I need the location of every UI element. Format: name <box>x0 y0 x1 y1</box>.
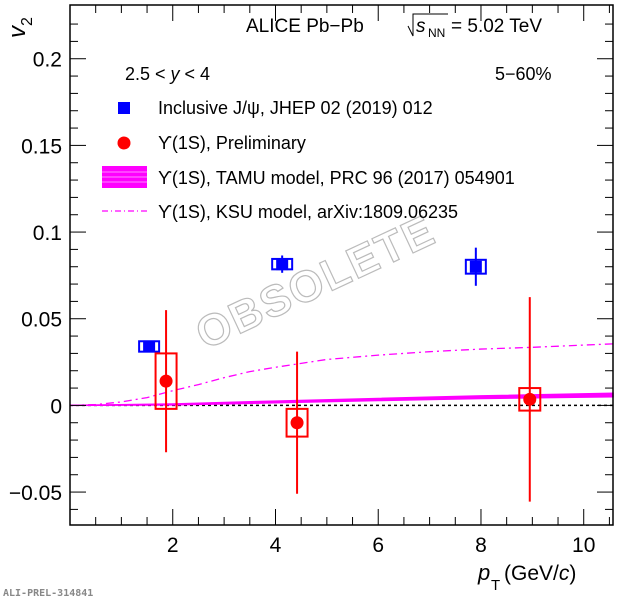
upsilon-point <box>285 351 309 494</box>
centrality-label: 5−60% <box>495 64 552 84</box>
jpsi-point <box>464 247 487 286</box>
y-tick-label: −0.05 <box>9 482 62 505</box>
jpsi-marker <box>143 340 156 353</box>
preliminary-id: ALI-PREL-314841 <box>3 588 93 599</box>
sqrt-s: s <box>416 16 426 37</box>
x-tick-label: 10 <box>572 534 595 557</box>
y-axis-var: v <box>4 24 31 38</box>
y-axis-sub: 2 <box>19 17 36 26</box>
x-axis-var: p <box>477 560 490 585</box>
x-tick-label: 4 <box>270 534 282 557</box>
legend-label-upsilon: ϒ(1S), Preliminary <box>158 133 306 153</box>
upsilon-marker <box>290 416 304 430</box>
upsilon-marker <box>523 392 537 406</box>
jpsi-marker <box>276 258 289 271</box>
y-tick-label: 0.2 <box>33 49 62 72</box>
upsilon-point <box>518 297 542 502</box>
sqrt-s-sub: NN <box>428 26 445 40</box>
legend-label-ksu: ϒ(1S), KSU model, arXiv:1809.06235 <box>158 202 458 222</box>
jpsi-sys-box <box>464 258 487 275</box>
y-tick-label: 0.1 <box>33 222 62 245</box>
x-axis-sub: T <box>491 577 500 594</box>
x-axis-unit: (GeV/c) <box>504 562 576 585</box>
y-tick-label: 0.05 <box>21 309 62 332</box>
legend-marker-jpsi <box>118 102 130 114</box>
legend-marker-tamu <box>102 166 147 188</box>
x-tick-label: 6 <box>372 534 384 557</box>
y-tick-label: 0 <box>50 395 62 418</box>
y-tick-label: 0.15 <box>21 135 62 158</box>
upsilon-sys-box <box>285 407 309 438</box>
upsilon-sys-box <box>154 352 178 410</box>
upsilon-point <box>154 310 178 453</box>
x-tick-label: 8 <box>475 534 487 557</box>
legend-label-tamu: ϒ(1S), TAMU model, PRC 96 (2017) 054901 <box>158 168 515 188</box>
energy-value: = 5.02 TeV <box>451 16 542 37</box>
watermark: OBSOLETE <box>189 206 444 359</box>
y-axis-title: v 2 <box>4 17 36 38</box>
x-axis-title: p T (GeV/c) <box>477 560 576 594</box>
jpsi-point <box>138 340 161 353</box>
plot-frame <box>69 4 614 526</box>
rapidity-label: 2.5 < y < 4 <box>125 64 210 84</box>
energy-label: s NN = 5.02 TeV <box>407 13 542 40</box>
upsilon-marker <box>159 374 173 388</box>
legend-label-jpsi: Inclusive J/ψ, JHEP 02 (2019) 012 <box>158 98 433 118</box>
experiment-label: ALICE Pb−Pb <box>246 16 364 37</box>
legend-marker-upsilon <box>117 136 131 150</box>
jpsi-point <box>271 255 294 273</box>
upsilon-sys-box <box>518 387 542 412</box>
x-tick-label: 2 <box>167 534 179 557</box>
legend: Inclusive J/ψ, JHEP 02 (2019) 012 ϒ(1S),… <box>102 98 515 222</box>
jpsi-marker <box>469 260 482 273</box>
